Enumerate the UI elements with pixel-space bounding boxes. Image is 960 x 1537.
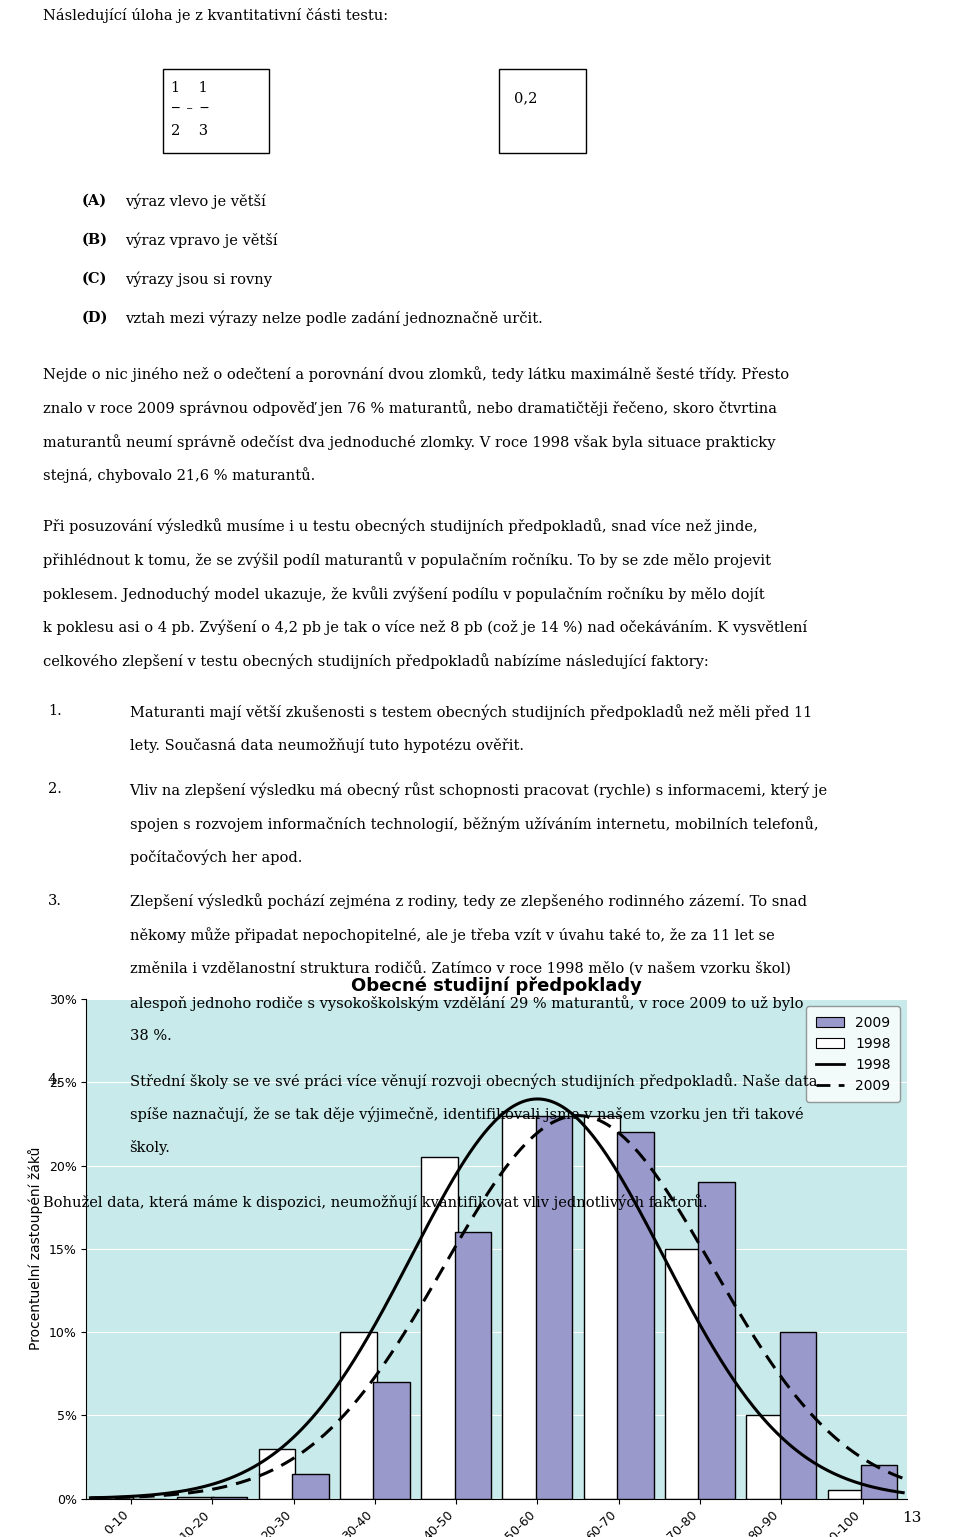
Text: Vliv na zlepšení výsledku má obecný růst schopnosti pracovat (rychle) s informac: Vliv na zlepšení výsledku má obecný růst… [130,782,828,798]
Bar [421,1157,458,1499]
Text: (D): (D) [82,310,108,324]
Text: lety. Současná data neumožňují tuto hypotézu ověřit.: lety. Současná data neumožňují tuto hypo… [130,738,523,753]
Text: (A): (A) [82,194,107,207]
Text: Nejde o nic jiného než o odečtení a porovnání dvou zlomků, tedy látku maximálně : Nejde o nic jiného než o odečtení a poro… [43,366,789,383]
Bar [617,1133,654,1499]
Text: znalo v roce 2009 správnou odpověď jen 76 % maturantů, nebo dramatičtěji řečeno,: znalo v roce 2009 správnou odpověď jen 7… [43,400,778,417]
Text: 3.: 3. [48,893,62,908]
Title: Obecné studijní předpoklady: Obecné studijní předpoklady [351,976,642,994]
Legend: 2009, 1998, 1998, 2009: 2009, 1998, 1998, 2009 [806,1007,900,1102]
Bar [584,1116,620,1499]
Bar [536,1116,572,1499]
Bar [828,1491,864,1499]
Text: 1    1: 1 1 [171,81,207,95]
Text: 2    3: 2 3 [171,124,208,138]
Bar [780,1333,816,1499]
Text: 2.: 2. [48,782,61,796]
Bar [502,1116,540,1499]
Bar [665,1248,702,1499]
Y-axis label: Procentuelní zastoupéní žáků: Procentuelní zastoupéní žáků [28,1147,43,1351]
Bar [211,1497,248,1499]
Text: spojen s rozvojem informačních technologií, běžným užíváním internetu, mobilních: spojen s rozvojem informačních technolog… [130,816,818,832]
Bar [454,1233,492,1499]
Text: Následující úloha je z kvantitativní části testu:: Následující úloha je z kvantitativní čás… [43,8,389,23]
Text: přihlédnout k tomu, že se zvýšil podíl maturantů v populačním ročníku. To by se : přihlédnout k tomu, že se zvýšil podíl m… [43,552,771,569]
Text: výraz vpravo je větší: výraz vpravo je větší [125,232,277,247]
Text: výraz vlevo je větší: výraz vlevo je větší [125,194,266,209]
Text: maturantů neumí správně odečíst dva jednoduché zlomky. V roce 1998 však byla sit: maturantů neumí správně odečíst dva jedn… [43,433,776,450]
Bar [258,1448,296,1499]
Text: školy.: školy. [130,1140,171,1156]
Text: celkového zlepšení v testu obecných studijních předpokladů nabízíme následující : celkového zlepšení v testu obecných stud… [43,653,708,670]
Text: vztah mezi výrazy nelze podle zadání jednoznačně určit.: vztah mezi výrazy nelze podle zadání jed… [125,310,542,326]
Bar [178,1497,214,1499]
Text: (B): (B) [82,232,108,246]
Bar [746,1416,782,1499]
Text: spíše naznačují, že se tak děje výjimečně, identifikovali jsme v našem vzorku je: spíše naznačují, že se tak děje výjimečn… [130,1107,804,1122]
Text: Při posuzování výsledků musíme i u testu obecných studijních předpokladů, snad v: Při posuzování výsledků musíme i u testu… [43,518,758,535]
Text: 4.: 4. [48,1073,61,1087]
Text: k poklesu asi o 4 pb. Zvýšení o 4,2 pb je tak o více než 8 pb (což je 14 %) nad : k poklesu asi o 4 pb. Zvýšení o 4,2 pb j… [43,619,807,635]
Text: někому může připadat nepochopitelné, ale je třeba vzít v úvahu také to, že za 11: někому může připadat nepochopitelné, ale… [130,927,775,944]
Text: alespoň jednoho rodiče s vysokoškolským vzdělání 29 % maturantů, v roce 2009 to : alespoň jednoho rodiče s vysokoškolským … [130,994,804,1011]
Text: (C): (C) [82,272,107,286]
Text: Maturanti mají větší zkušenosti s testem obecných studijních předpokladů než měl: Maturanti mají větší zkušenosti s testem… [130,704,812,721]
Text: ─  –  ─: ─ – ─ [171,103,208,115]
Text: Bohužel data, která máme k dispozici, neumožňují kvantifikovat vliv jednotlivých: Bohužel data, která máme k dispozici, ne… [43,1194,708,1211]
Bar [96,1497,132,1499]
Text: 38 %.: 38 %. [130,1028,171,1044]
Text: 1.: 1. [48,704,61,718]
Bar [373,1382,410,1499]
Text: 13: 13 [902,1511,922,1525]
Text: stejná, chybovalo 21,6 % maturantů.: stejná, chybovalo 21,6 % maturantů. [43,467,316,484]
Bar [861,1465,898,1499]
Text: počítačových her apod.: počítačových her apod. [130,850,302,865]
Text: výrazy jsou si rovny: výrazy jsou si rovny [125,272,272,287]
Text: Střední školy se ve své práci více věnují rozvoji obecných studijních předpoklad: Střední školy se ve své práci více věnuj… [130,1073,817,1088]
Text: 0,2: 0,2 [514,92,537,106]
Text: Zlepšení výsledků pochází zejména z rodiny, tedy ze zlepšeného rodinného zázemí.: Zlepšení výsledků pochází zejména z rodi… [130,893,806,910]
Text: poklesem. Jednoduchý model ukazuje, že kvůli zvýšení podílu v populačním ročníku: poklesem. Jednoduchý model ukazuje, že k… [43,586,765,603]
Bar [340,1333,376,1499]
Bar [698,1182,735,1499]
Bar [292,1474,328,1499]
Text: změnila i vzdělanostní struktura rodičů. Zatímco v roce 1998 mělo (v našem vzork: změnila i vzdělanostní struktura rodičů.… [130,961,790,976]
